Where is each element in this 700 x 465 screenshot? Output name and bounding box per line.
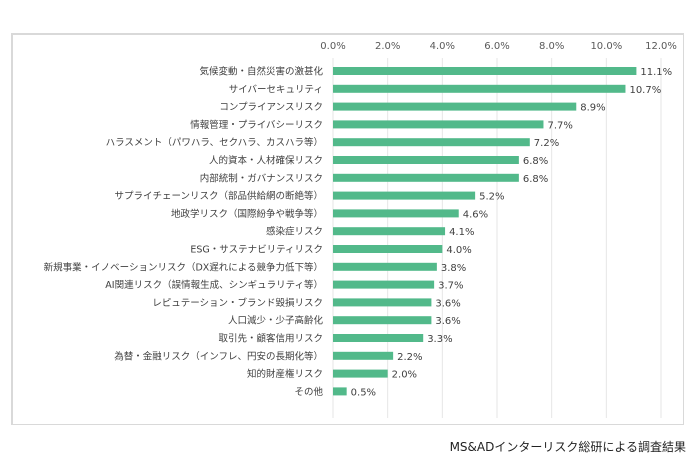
bar xyxy=(333,173,519,182)
bar xyxy=(333,227,446,236)
category-label: 感染症リスク xyxy=(266,226,323,238)
bar xyxy=(333,369,388,378)
bar xyxy=(333,67,637,75)
data-label: 8.9% xyxy=(580,103,605,114)
bar xyxy=(333,298,432,307)
category-label: 為替・金融リスク（インフレ、円安の長期化等） xyxy=(114,350,323,362)
category-label: コンプライアンスリスク xyxy=(219,102,323,113)
bar xyxy=(333,138,530,147)
category-label: 内部統制・ガバナンスリスク xyxy=(200,172,323,184)
data-label: 4.0% xyxy=(446,245,471,256)
bar xyxy=(333,262,437,271)
category-label: その他 xyxy=(294,386,323,398)
data-label: 3.6% xyxy=(435,316,460,327)
bar xyxy=(333,209,459,218)
data-label: 11.1% xyxy=(640,67,672,78)
category-label: AI関連リスク（誤情報生成、シンギュラリティ等） xyxy=(105,279,323,291)
data-label: 4.1% xyxy=(449,227,474,238)
data-label: 4.6% xyxy=(463,209,488,220)
x-tick-label: 10.0% xyxy=(590,41,622,52)
data-label: 3.7% xyxy=(438,281,463,292)
x-tick-label: 4.0% xyxy=(430,41,455,52)
category-label: サプライチェーンリスク（部品供給網の断絶等） xyxy=(114,190,323,202)
chart-frame xyxy=(11,33,684,425)
data-label: 5.2% xyxy=(479,192,504,203)
category-label: ハラスメント（パワハラ、セクハラ、カスハラ等） xyxy=(106,137,323,149)
data-label: 6.8% xyxy=(523,174,548,185)
data-label: 7.2% xyxy=(534,138,559,149)
data-label: 6.8% xyxy=(523,156,548,167)
category-label: ESG・サステナビリティリスク xyxy=(190,245,323,256)
data-label: 3.3% xyxy=(427,334,452,345)
bar xyxy=(333,280,435,289)
x-tick-label: 6.0% xyxy=(484,41,509,52)
category-label: レピュテーション・ブランド毀損リスク xyxy=(152,297,323,309)
x-tick-label: 0.0% xyxy=(320,41,345,52)
bar xyxy=(333,334,424,342)
category-label: 情報管理・プライバシーリスク xyxy=(190,119,323,131)
category-label: 気候変動・自然災害の激甚化 xyxy=(199,66,323,78)
x-tick-label: 12.0% xyxy=(645,41,677,52)
bar xyxy=(333,84,626,93)
data-label: 3.6% xyxy=(435,298,460,309)
data-label: 2.2% xyxy=(397,352,422,363)
category-label: 知的財産権リスク xyxy=(247,368,323,380)
category-label: サイバーセキュリティ xyxy=(229,84,323,95)
data-label: 7.7% xyxy=(547,120,572,131)
x-tick-label: 2.0% xyxy=(375,41,400,52)
source-note: MS&ADインターリスク総研による調査結果 xyxy=(449,440,686,454)
bar xyxy=(333,120,544,129)
data-label: 3.8% xyxy=(441,263,466,274)
bar xyxy=(333,351,394,360)
bar xyxy=(333,245,443,253)
bar xyxy=(333,387,347,396)
bar xyxy=(333,316,432,325)
data-label: 2.0% xyxy=(392,370,417,381)
category-label: 取引先・顧客信用リスク xyxy=(218,333,323,345)
x-tick-label: 8.0% xyxy=(539,41,564,52)
category-label: 新規事業・イノベーションリスク（DX遅れによる競争力低下等） xyxy=(44,261,323,273)
bar xyxy=(333,191,476,200)
category-label: 地政学リスク（国際紛争や戦争等） xyxy=(171,208,323,220)
category-label: 人口減少・少子高齢化 xyxy=(228,315,324,327)
bar xyxy=(333,156,519,164)
bar xyxy=(333,102,577,111)
data-label: 10.7% xyxy=(629,85,661,96)
data-label: 0.5% xyxy=(351,387,376,398)
category-label: 人的資本・人材確保リスク xyxy=(209,155,323,167)
